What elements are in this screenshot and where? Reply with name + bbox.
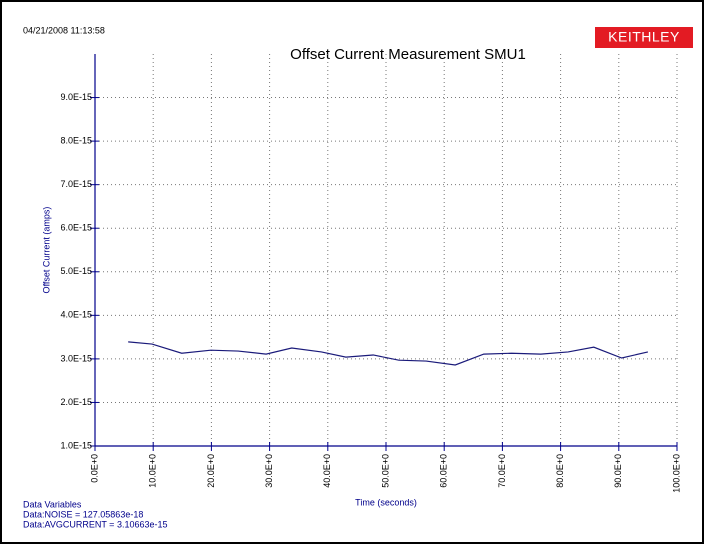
logo: KEITHLEY	[608, 29, 680, 45]
x-tick-label: 20.0E+0	[206, 454, 216, 488]
x-axis-label: Time (seconds)	[355, 497, 417, 507]
y-tick-label: 4.0E-15	[60, 310, 92, 320]
timestamp: 04/21/2008 11:13:58	[23, 25, 105, 35]
x-tick-label: 30.0E+0	[264, 454, 274, 488]
footer-line: Data:NOISE = 127.05863e-18	[23, 509, 143, 519]
x-tick-label: 0.0E+0	[89, 454, 99, 483]
y-tick-label: 5.0E-15	[60, 266, 92, 276]
y-tick-label: 3.0E-15	[60, 353, 92, 363]
footer-line: Data Variables	[23, 499, 82, 509]
logo-box	[595, 27, 693, 48]
chart-title: Offset Current Measurement SMU1	[290, 46, 526, 63]
y-tick-label: 2.0E-15	[60, 397, 92, 407]
y-tick-label: 9.0E-15	[60, 92, 92, 102]
footer-line: Data:AVGCURRENT = 3.10663e-15	[23, 519, 168, 529]
x-tick-label: 100.0E+0	[671, 454, 681, 493]
x-tick-label: 50.0E+0	[380, 454, 390, 488]
x-tick-label: 40.0E+0	[322, 454, 332, 488]
x-tick-label: 70.0E+0	[497, 454, 507, 488]
x-tick-label: 10.0E+0	[148, 454, 158, 488]
x-tick-label: 60.0E+0	[439, 454, 449, 488]
y-tick-label: 8.0E-15	[60, 135, 92, 145]
x-tick-label: 80.0E+0	[555, 454, 565, 488]
y-tick-label: 7.0E-15	[60, 179, 92, 189]
y-tick-label: 1.0E-15	[60, 440, 92, 450]
y-axis-label: Offset Current (amps)	[41, 207, 51, 294]
data-line	[128, 341, 649, 366]
x-tick-label: 90.0E+0	[613, 454, 623, 488]
y-tick-label: 6.0E-15	[60, 223, 92, 233]
